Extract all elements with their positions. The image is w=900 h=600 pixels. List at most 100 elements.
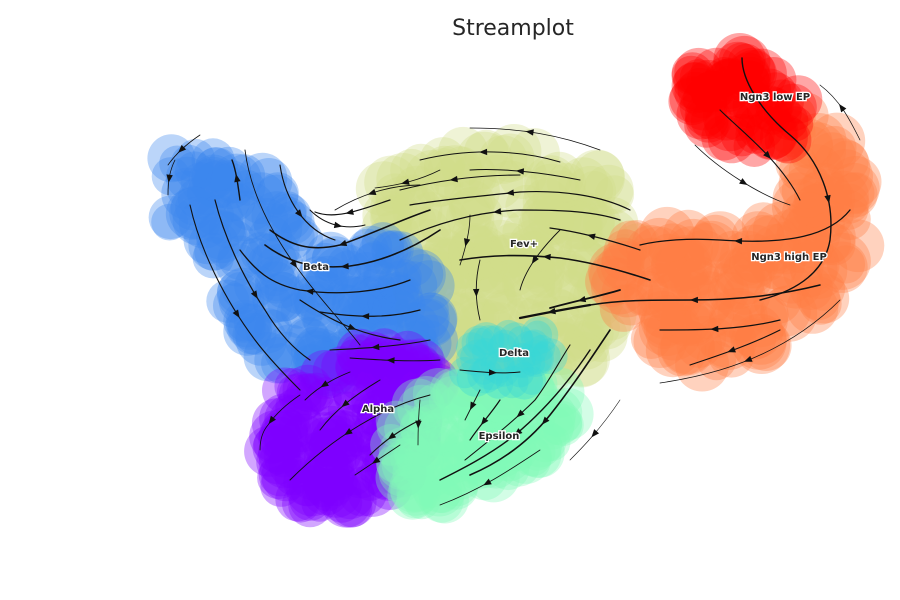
cell-point: [589, 248, 646, 305]
cell-point: [391, 419, 441, 469]
cell-point: [416, 303, 461, 348]
cell-point: [379, 460, 415, 497]
cell-point: [282, 364, 334, 416]
velocity-arrowhead: [333, 221, 343, 229]
cell-point: [442, 286, 491, 335]
cell-point: [315, 346, 356, 387]
cell-point: [264, 193, 312, 241]
cell-point: [413, 251, 464, 303]
cell-point: [684, 103, 729, 148]
cell-point: [376, 447, 427, 498]
cell-point: [262, 367, 308, 414]
cell-point: [394, 165, 439, 211]
cell-point: [261, 451, 311, 502]
cell-point: [388, 340, 433, 384]
velocity-streamline: [329, 339, 431, 351]
cell-point: [335, 291, 381, 336]
cell-point: [521, 266, 563, 308]
cell-point: [393, 321, 439, 366]
cell-point: [741, 215, 785, 259]
cell-point: [573, 150, 625, 201]
velocity-streamline: [694, 144, 791, 206]
cell-point: [771, 94, 816, 139]
cell-point: [370, 184, 418, 232]
cell-point: [448, 225, 505, 281]
cell-point: [312, 427, 362, 477]
cell-point: [398, 249, 455, 306]
cell-point: [253, 284, 293, 324]
cell-point: [338, 275, 389, 326]
cell-point: [776, 202, 834, 259]
cell-point: [417, 468, 463, 513]
cell-point: [487, 370, 524, 407]
cell-point: [461, 325, 497, 361]
cell-point: [720, 114, 764, 157]
velocity-arrowhead: [480, 416, 489, 426]
cell-point: [534, 321, 589, 376]
cell-point: [514, 427, 565, 478]
cell-point: [352, 405, 406, 459]
cell-point: [358, 228, 405, 275]
cell-point: [562, 240, 612, 290]
cell-point: [344, 375, 384, 415]
cell-point: [448, 414, 498, 465]
velocity-arrowhead: [710, 325, 719, 333]
velocity-arrowhead: [763, 150, 771, 159]
cell-point: [252, 274, 301, 323]
velocity-arrowhead: [371, 343, 380, 351]
cell-point: [495, 334, 549, 388]
cell-point: [357, 393, 405, 441]
cell-point: [367, 273, 419, 325]
cell-point: [811, 125, 857, 171]
cell-point: [447, 371, 499, 423]
velocity-arrowhead: [739, 178, 748, 185]
cell-point: [766, 237, 824, 294]
cell-point: [427, 300, 473, 346]
cell-point: [472, 338, 501, 367]
cell-point: [455, 446, 500, 490]
cell-point: [599, 284, 648, 332]
cell-point: [473, 386, 526, 439]
cell-point: [487, 447, 530, 491]
velocity-streamline: [214, 199, 311, 361]
cell-point: [420, 238, 478, 296]
cell-point: [701, 115, 747, 161]
cell-point: [498, 322, 533, 357]
cell-point: [256, 271, 307, 322]
cell-point: [564, 165, 617, 218]
cell-point: [696, 340, 737, 381]
cell-point: [473, 219, 528, 274]
velocity-arrowhead: [591, 429, 600, 438]
cell-point: [331, 284, 369, 322]
cell-point: [305, 312, 351, 358]
cell-point: [700, 72, 736, 108]
cell-point: [788, 239, 840, 291]
cell-point: [408, 356, 459, 407]
cell-point: [302, 446, 356, 499]
cell-point: [768, 110, 816, 157]
cell-point: [319, 462, 358, 501]
cell-point: [170, 144, 208, 182]
cell-point: [563, 192, 608, 237]
cell-point: [404, 382, 444, 422]
cell-point: [393, 427, 443, 477]
cell-point: [335, 403, 385, 453]
cell-point: [534, 393, 577, 436]
cell-point: [402, 344, 441, 383]
cell-point: [370, 424, 412, 466]
cell-point: [412, 368, 465, 420]
velocity-streamline: [374, 169, 441, 189]
cell-point: [353, 242, 393, 282]
chart-title: Streamplot: [452, 16, 574, 41]
cell-point: [489, 390, 532, 433]
cell-point: [147, 134, 196, 183]
cell-point: [208, 180, 251, 223]
cell-point: [639, 206, 695, 263]
cell-point: [389, 463, 439, 513]
cell-point: [684, 93, 728, 137]
cell-point: [541, 404, 584, 447]
cell-point: [419, 137, 466, 184]
cell-point: [676, 90, 726, 140]
cell-point: [323, 275, 374, 326]
cell-point: [721, 42, 761, 82]
